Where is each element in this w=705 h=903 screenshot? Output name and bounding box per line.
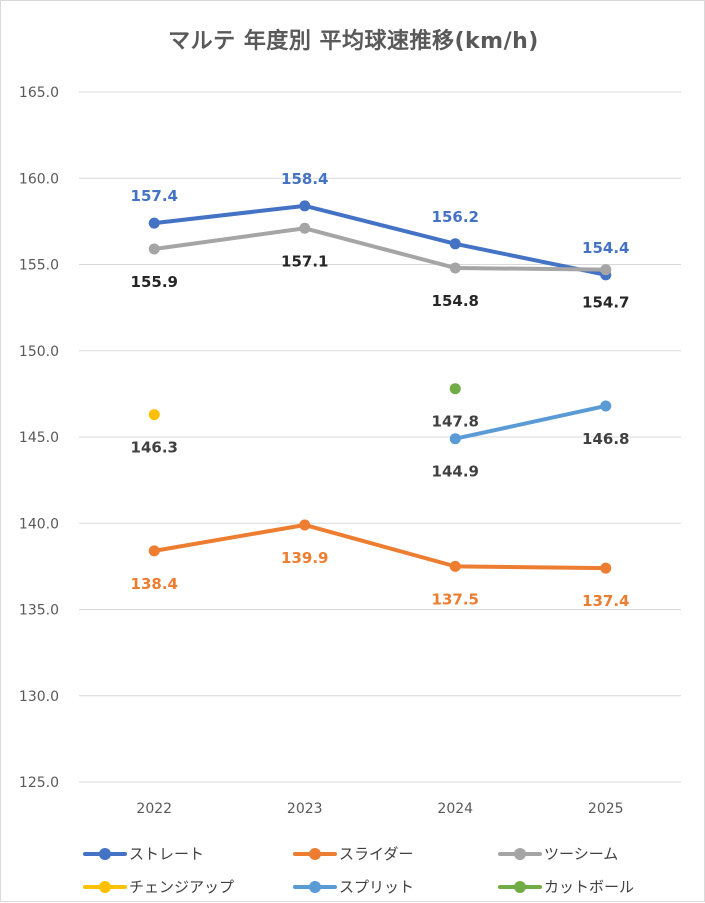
series-line xyxy=(152,522,307,553)
data-label: 157.4 xyxy=(131,187,178,205)
data-point xyxy=(299,222,311,234)
series-line xyxy=(302,226,458,270)
data-label: 155.9 xyxy=(131,273,178,291)
chart-title: マルテ 年度別 平均球速推移(km/h) xyxy=(168,29,539,54)
data-label: 154.8 xyxy=(432,292,479,310)
y-tick-label: 150.0 xyxy=(19,344,59,360)
series-line xyxy=(453,564,608,571)
x-tick-label: 2023 xyxy=(287,801,323,817)
series-line xyxy=(302,522,458,569)
data-label: 139.9 xyxy=(281,549,328,567)
x-tick-label: 2022 xyxy=(136,801,172,817)
y-tick-label: 145.0 xyxy=(19,430,59,446)
legend-label: スライダー xyxy=(339,845,414,863)
series-line xyxy=(453,403,608,441)
data-label: 154.4 xyxy=(582,239,629,257)
data-label: 146.8 xyxy=(582,430,629,448)
x-tick-label: 2024 xyxy=(437,801,473,817)
y-tick-label: 140.0 xyxy=(19,516,59,532)
series-line xyxy=(302,203,458,246)
legend-swatch xyxy=(83,847,127,861)
legend-label: スプリット xyxy=(339,878,415,896)
data-point xyxy=(449,238,461,250)
data-point xyxy=(299,200,311,212)
data-point xyxy=(600,562,612,574)
data-label: 137.5 xyxy=(432,590,479,608)
data-label: 156.2 xyxy=(432,208,479,226)
y-tick-label: 135.0 xyxy=(19,603,59,619)
data-label: 158.4 xyxy=(281,170,328,188)
legend-label: ストレート xyxy=(129,845,205,863)
data-label: 147.8 xyxy=(432,413,479,431)
legend-item: ストレート xyxy=(83,843,204,864)
data-point xyxy=(600,264,612,276)
data-point xyxy=(148,545,160,557)
series-line xyxy=(453,265,608,272)
data-label: 137.4 xyxy=(582,592,629,610)
series-line xyxy=(152,203,307,226)
legend-swatch xyxy=(498,880,542,894)
chart-legend: ストレート スライダー ツーシームチェンジアップ スプリット カットボール xyxy=(83,841,683,901)
y-tick-label: 160.0 xyxy=(19,171,59,187)
legend-item: スプリット xyxy=(293,876,414,897)
legend-item: チェンジアップ xyxy=(83,876,234,897)
data-label: 144.9 xyxy=(432,463,479,481)
data-label: 154.7 xyxy=(582,294,629,312)
data-point xyxy=(299,519,311,531)
x-tick-label: 2025 xyxy=(588,801,624,817)
data-point xyxy=(148,217,160,229)
legend-swatch xyxy=(293,880,337,894)
data-point xyxy=(449,383,461,395)
legend-item: カットボール xyxy=(498,876,634,897)
data-label: 157.1 xyxy=(281,252,328,270)
data-point xyxy=(449,560,461,572)
data-label: 138.4 xyxy=(131,575,178,593)
data-point xyxy=(148,409,160,421)
legend-swatch xyxy=(293,847,337,861)
legend-label: カットボール xyxy=(544,878,635,896)
data-point xyxy=(600,400,612,412)
legend-item: ツーシーム xyxy=(498,843,618,864)
y-tick-label: 155.0 xyxy=(19,258,59,274)
data-point xyxy=(449,433,461,445)
y-tick-label: 130.0 xyxy=(19,689,59,705)
y-tick-label: 125.0 xyxy=(19,775,59,791)
y-tick-label: 165.0 xyxy=(19,85,59,101)
data-label: 146.3 xyxy=(131,439,178,457)
series-line xyxy=(152,226,307,251)
data-point xyxy=(449,262,461,274)
legend-label: チェンジアップ xyxy=(129,878,235,896)
data-point xyxy=(148,243,160,255)
legend-item: スライダー xyxy=(293,843,413,864)
legend-label: ツーシーム xyxy=(544,845,619,863)
legend-swatch xyxy=(498,847,542,861)
legend-swatch xyxy=(83,880,127,894)
